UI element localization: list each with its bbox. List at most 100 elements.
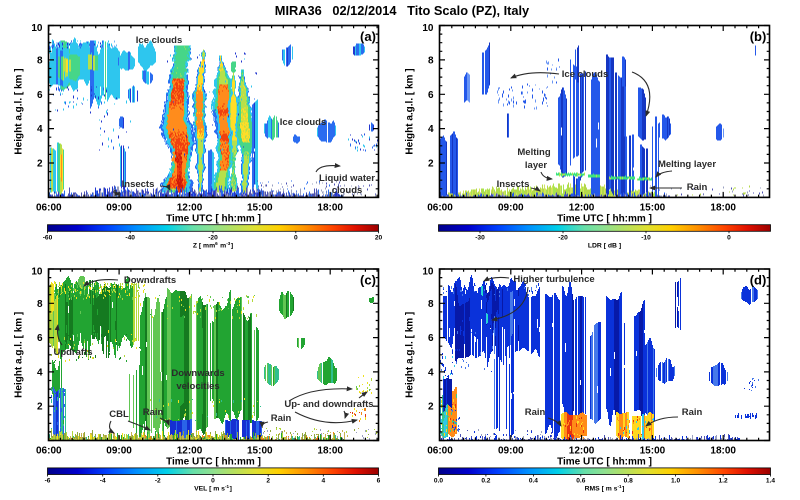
svg-text:10: 10 (31, 23, 43, 34)
svg-text:Height a.g.l. [ km ]: Height a.g.l. [ km ] (14, 312, 25, 398)
svg-text:(b): (b) (750, 29, 767, 44)
svg-text:09:00: 09:00 (498, 202, 524, 213)
svg-text:4: 4 (37, 367, 43, 378)
svg-text:2: 2 (266, 478, 270, 485)
svg-text:velocities: velocities (176, 381, 219, 392)
svg-text:12:00: 12:00 (569, 446, 595, 457)
svg-text:09:00: 09:00 (498, 446, 524, 457)
svg-text:15:00: 15:00 (640, 446, 666, 457)
svg-text:0.0: 0.0 (434, 478, 443, 485)
svg-text:Liquid water: Liquid water (319, 173, 375, 184)
svg-text:8: 8 (428, 299, 434, 310)
svg-text:Rain: Rain (682, 407, 703, 418)
svg-text:06:00: 06:00 (36, 446, 62, 457)
svg-text:(d): (d) (750, 273, 767, 288)
svg-text:06:00: 06:00 (427, 202, 453, 213)
svg-text:0: 0 (211, 478, 215, 485)
svg-text:1.2: 1.2 (719, 478, 728, 485)
svg-text:Melting: Melting (517, 147, 550, 158)
svg-text:LDR [ dB ]: LDR [ dB ] (588, 242, 621, 249)
svg-text:-20: -20 (208, 235, 218, 242)
svg-text:(a): (a) (360, 29, 376, 44)
svg-text:clouds: clouds (332, 185, 363, 196)
svg-text:6: 6 (377, 478, 381, 485)
svg-text:RMS [ m s-1 ]: RMS [ m s-1 ] (585, 484, 625, 492)
svg-text:6: 6 (428, 333, 434, 344)
svg-text:Melting layer: Melting layer (658, 159, 716, 170)
svg-text:Height a.g.l. [ km ]: Height a.g.l. [ km ] (405, 68, 416, 154)
svg-text:18:00: 18:00 (317, 202, 343, 213)
svg-text:Up- and downdrafts: Up- and downdrafts (284, 399, 373, 410)
svg-text:Downwards: Downwards (171, 368, 224, 379)
svg-text:-40: -40 (125, 235, 135, 242)
svg-text:MIRA36 02/12/2014 Tito Sca: MIRA36 02/12/2014 Tito Scalo (PZ), Italy (275, 3, 530, 18)
svg-text:0.4: 0.4 (529, 478, 538, 485)
svg-text:Downdrafts: Downdrafts (124, 275, 176, 286)
svg-text:Insects: Insects (497, 179, 530, 190)
svg-text:-6: -6 (45, 478, 51, 485)
svg-text:Updrafts: Updrafts (53, 347, 92, 358)
svg-text:2: 2 (37, 402, 43, 413)
svg-text:Time UTC [ hh:mm ]: Time UTC [ hh:mm ] (166, 213, 261, 224)
svg-text:06:00: 06:00 (36, 202, 62, 213)
svg-text:Rain: Rain (271, 413, 292, 424)
svg-text:CBL: CBL (109, 409, 129, 420)
svg-text:(c): (c) (360, 273, 376, 288)
svg-text:12:00: 12:00 (177, 202, 203, 213)
svg-text:4: 4 (428, 367, 434, 378)
svg-text:2: 2 (428, 402, 434, 413)
svg-text:12:00: 12:00 (177, 446, 203, 457)
svg-text:10: 10 (422, 267, 434, 278)
svg-text:Rain: Rain (525, 407, 546, 418)
svg-text:Height a.g.l. [ km ]: Height a.g.l. [ km ] (405, 312, 416, 398)
svg-text:8: 8 (37, 299, 43, 310)
svg-text:09:00: 09:00 (106, 202, 132, 213)
svg-text:15:00: 15:00 (640, 202, 666, 213)
svg-text:4: 4 (428, 124, 434, 135)
svg-text:Z [ mm6 m-3 ]: Z [ mm6 m-3 ] (193, 241, 233, 249)
svg-text:1.0: 1.0 (671, 478, 680, 485)
svg-text:Insects: Insects (122, 179, 155, 190)
svg-text:18:00: 18:00 (710, 446, 736, 457)
svg-text:2: 2 (37, 159, 43, 170)
svg-text:-30: -30 (475, 235, 485, 242)
svg-text:Rain: Rain (143, 407, 164, 418)
svg-text:-60: -60 (43, 235, 53, 242)
svg-text:Time UTC [ hh:mm ]: Time UTC [ hh:mm ] (557, 457, 652, 468)
svg-text:0.6: 0.6 (576, 478, 585, 485)
svg-text:0.2: 0.2 (481, 478, 490, 485)
svg-text:2: 2 (428, 159, 434, 170)
svg-text:12:00: 12:00 (569, 202, 595, 213)
svg-text:-4: -4 (100, 478, 106, 485)
svg-text:-20: -20 (558, 235, 568, 242)
svg-text:Rain: Rain (687, 182, 708, 193)
svg-text:09:00: 09:00 (106, 446, 132, 457)
svg-text:VEL [ m s-1 ]: VEL [ m s-1 ] (194, 484, 232, 492)
svg-text:4: 4 (321, 478, 325, 485)
svg-text:-10: -10 (641, 235, 651, 242)
svg-text:6: 6 (428, 90, 434, 101)
svg-text:06:00: 06:00 (427, 446, 453, 457)
svg-text:Time UTC [ hh:mm ]: Time UTC [ hh:mm ] (166, 457, 261, 468)
svg-text:Ice clouds: Ice clouds (280, 117, 326, 128)
svg-text:10: 10 (31, 267, 43, 278)
svg-text:4: 4 (37, 124, 43, 135)
svg-text:Time UTC [ hh:mm ]: Time UTC [ hh:mm ] (557, 213, 652, 224)
svg-text:20: 20 (375, 235, 383, 242)
svg-text:0.8: 0.8 (624, 478, 633, 485)
svg-text:Higher turbulence: Higher turbulence (513, 274, 594, 285)
svg-text:1.4: 1.4 (766, 478, 775, 485)
svg-text:Ice clouds: Ice clouds (136, 35, 182, 46)
svg-text:15:00: 15:00 (247, 446, 273, 457)
svg-text:0: 0 (727, 235, 731, 242)
svg-text:10: 10 (422, 23, 434, 34)
svg-text:15:00: 15:00 (247, 202, 273, 213)
svg-text:6: 6 (37, 333, 43, 344)
svg-text:Height a.g.l. [ km ]: Height a.g.l. [ km ] (14, 68, 25, 154)
svg-text:6: 6 (37, 90, 43, 101)
svg-text:18:00: 18:00 (317, 446, 343, 457)
svg-text:18:00: 18:00 (710, 202, 736, 213)
svg-text:8: 8 (428, 55, 434, 66)
svg-text:Ice clouds: Ice clouds (562, 69, 608, 80)
svg-text:8: 8 (37, 55, 43, 66)
